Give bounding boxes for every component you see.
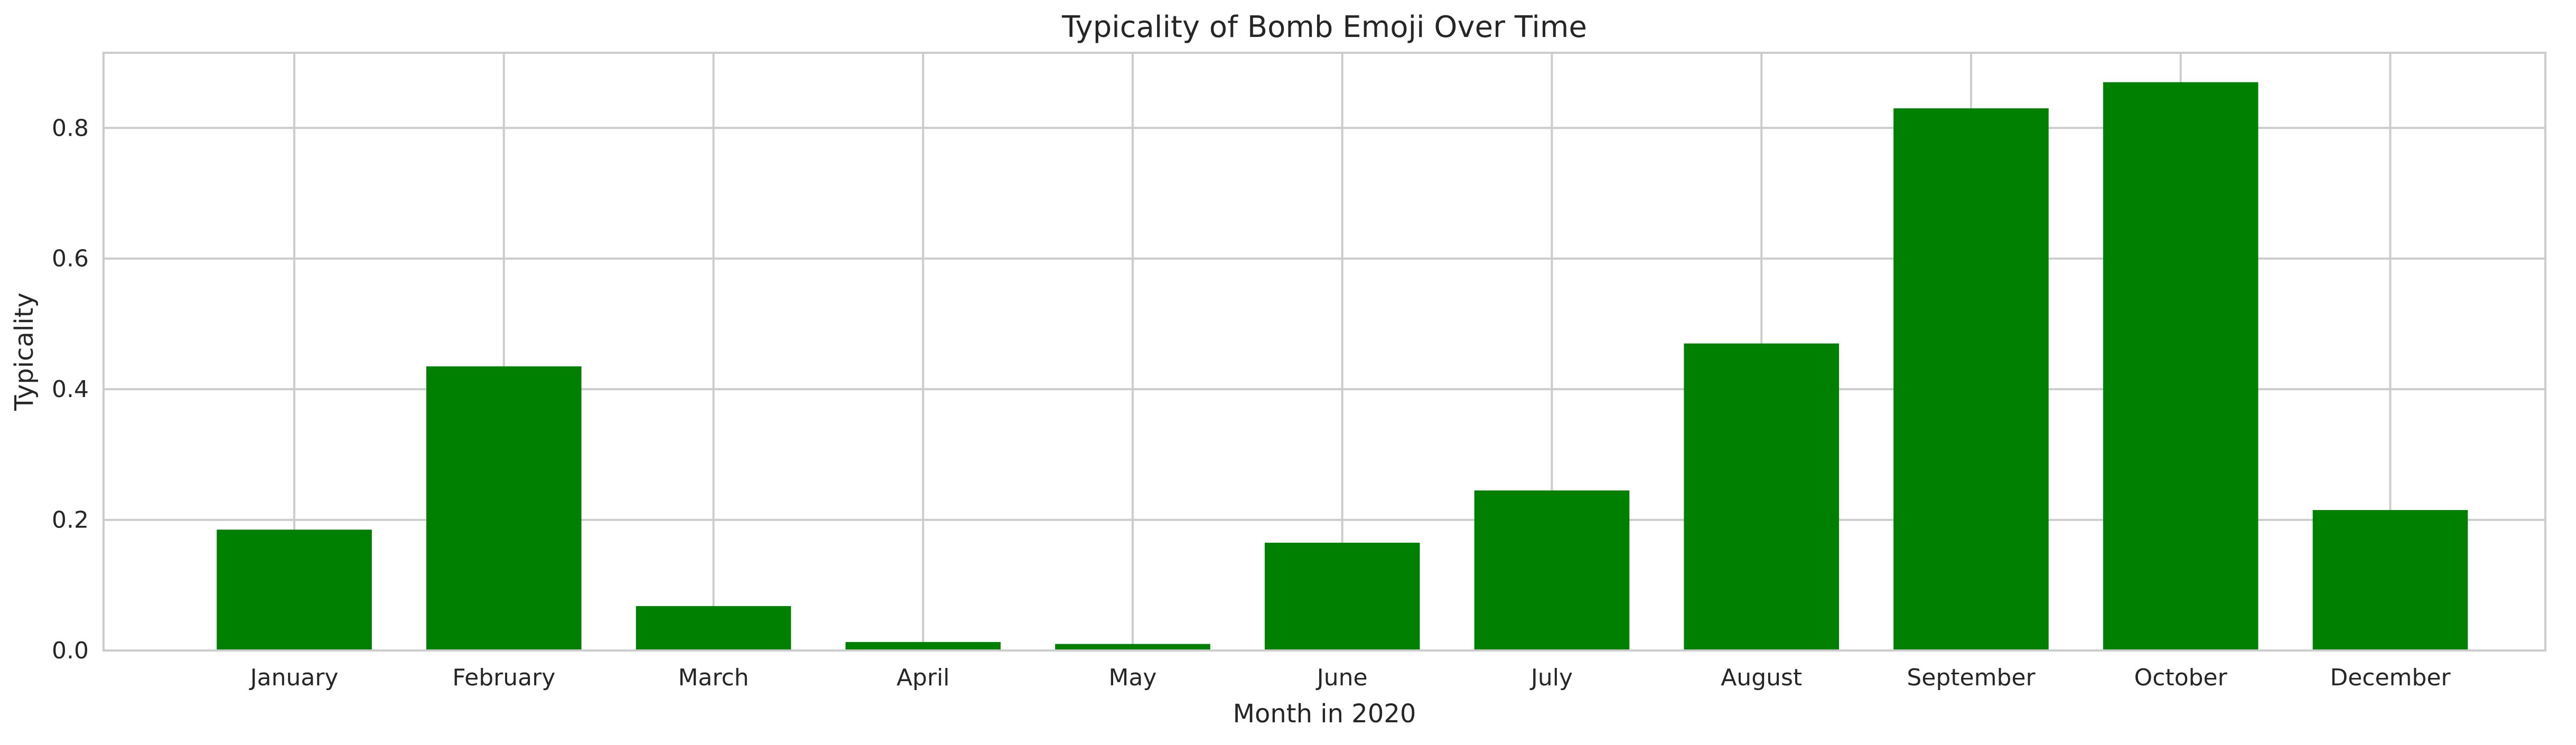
x-tick-label: February xyxy=(452,664,555,691)
bar-april xyxy=(845,642,1001,650)
y-tick-labels: 0.0 0.2 0.4 0.6 0.8 xyxy=(52,115,89,664)
y-tick-label: 0.8 xyxy=(52,115,89,142)
bar-september xyxy=(1893,108,2049,651)
x-axis-label: Month in 2020 xyxy=(1233,699,1416,729)
x-tick-label: September xyxy=(1907,664,2036,691)
bar-may xyxy=(1055,644,1210,650)
x-tick-label: December xyxy=(2330,664,2451,691)
y-tick-label: 0.6 xyxy=(52,246,89,272)
x-tick-label: July xyxy=(1529,664,1573,691)
x-tick-labels: January February March April May June July Augu… xyxy=(249,664,2451,691)
chart-title: Typicality of Bomb Emoji Over Time xyxy=(1061,10,1587,44)
x-tick-label: October xyxy=(2134,664,2228,691)
x-tick-label: May xyxy=(1109,664,1157,691)
bar-june xyxy=(1264,542,1420,650)
y-tick-label: 0.2 xyxy=(52,507,89,534)
bar-october xyxy=(2103,82,2258,651)
y-tick-label: 0.4 xyxy=(52,376,89,403)
plot-frame xyxy=(102,52,2546,652)
bar-july xyxy=(1474,490,1630,650)
bar-december xyxy=(2312,510,2468,650)
y-tick-label: 0.0 xyxy=(52,637,89,664)
bar-march xyxy=(636,606,791,650)
x-tick-label: June xyxy=(1315,664,1368,691)
x-tick-label: January xyxy=(249,664,339,691)
bars xyxy=(217,82,2468,651)
bar-january xyxy=(217,530,372,650)
y-axis-label: Typicality xyxy=(10,293,39,411)
bar-february xyxy=(426,366,582,650)
x-tick-label: April xyxy=(897,664,950,691)
x-tick-label: August xyxy=(1721,664,1802,691)
bar-august xyxy=(1684,343,1839,650)
x-tick-label: March xyxy=(678,664,749,691)
